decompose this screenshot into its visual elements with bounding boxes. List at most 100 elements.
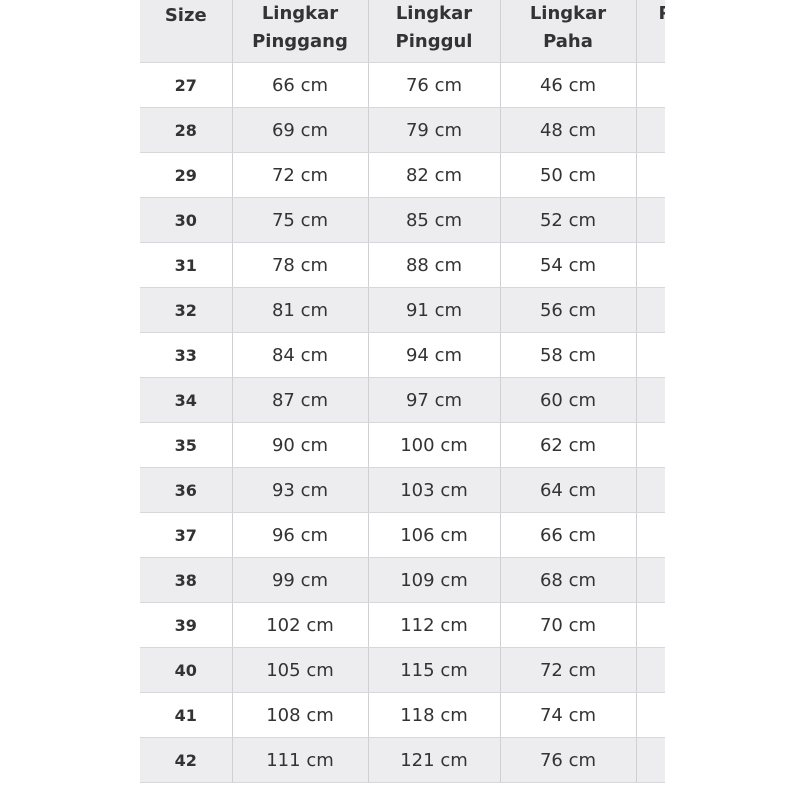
cell-pinggang: 93 cm <box>232 467 369 513</box>
header-lingkar-pinggul: Lingkar Pinggul <box>368 0 501 63</box>
cell-pinggang: 78 cm <box>232 242 369 288</box>
header-partial: P <box>636 0 665 63</box>
cell-pinggang: 69 cm <box>232 107 369 153</box>
cell-pinggul: 100 cm <box>368 422 501 468</box>
cell-partial <box>636 602 665 648</box>
cell-paha: 56 cm <box>500 287 637 333</box>
cell-pinggul: 94 cm <box>368 332 501 378</box>
size-chart-table: Size Lingkar Pinggang Lingkar Pinggul Lingkar… <box>140 0 665 783</box>
cell-pinggul: 115 cm <box>368 647 501 693</box>
cell-pinggul: 109 cm <box>368 557 501 603</box>
cell-partial <box>636 107 665 153</box>
header-lingkar-pinggang: Lingkar Pinggang <box>232 0 369 63</box>
cell-partial <box>636 377 665 423</box>
header-line2: Pinggang <box>252 31 348 52</box>
table-row: 36 93 cm 103 cm 64 cm <box>140 467 665 513</box>
cell-size: 38 <box>140 557 233 603</box>
header-lingkar-paha: Lingkar Paha <box>500 0 637 63</box>
cell-partial <box>636 512 665 558</box>
header-line1: Lingkar <box>261 3 339 24</box>
header-line1: Lingkar <box>529 3 607 24</box>
cell-paha: 54 cm <box>500 242 637 288</box>
cell-pinggul: 91 cm <box>368 287 501 333</box>
header-line2: Paha <box>543 31 593 52</box>
cell-pinggul: 88 cm <box>368 242 501 288</box>
cell-pinggang: 105 cm <box>232 647 369 693</box>
cell-size: 33 <box>140 332 233 378</box>
cell-pinggul: 76 cm <box>368 62 501 108</box>
table-row: 34 87 cm 97 cm 60 cm <box>140 377 665 423</box>
cell-partial <box>636 197 665 243</box>
header-size: Size <box>140 0 233 63</box>
cell-pinggang: 108 cm <box>232 692 369 738</box>
cell-pinggang: 90 cm <box>232 422 369 468</box>
cell-size: 40 <box>140 647 233 693</box>
table-row: 35 90 cm 100 cm 62 cm <box>140 422 665 468</box>
cell-partial <box>636 422 665 468</box>
header-line1: Lingkar <box>395 3 473 24</box>
cell-size: 30 <box>140 197 233 243</box>
cell-paha: 66 cm <box>500 512 637 558</box>
cell-size: 34 <box>140 377 233 423</box>
cell-pinggang: 81 cm <box>232 287 369 333</box>
cell-paha: 62 cm <box>500 422 637 468</box>
cell-pinggul: 79 cm <box>368 107 501 153</box>
cell-pinggang: 99 cm <box>232 557 369 603</box>
cell-size: 37 <box>140 512 233 558</box>
cell-pinggang: 84 cm <box>232 332 369 378</box>
table-row: 40 105 cm 115 cm 72 cm <box>140 647 665 693</box>
table-row: 30 75 cm 85 cm 52 cm <box>140 197 665 243</box>
header-row: Size Lingkar Pinggang Lingkar Pinggul Lingkar… <box>140 0 665 63</box>
cell-paha: 74 cm <box>500 692 637 738</box>
cell-partial <box>636 62 665 108</box>
cell-size: 42 <box>140 737 233 783</box>
cell-paha: 68 cm <box>500 557 637 603</box>
cell-partial <box>636 647 665 693</box>
table-row: 39 102 cm 112 cm 70 cm <box>140 602 665 648</box>
table-row: 38 99 cm 109 cm 68 cm <box>140 557 665 603</box>
cell-paha: 50 cm <box>500 152 637 198</box>
table-row: 32 81 cm 91 cm 56 cm <box>140 287 665 333</box>
table-row: 27 66 cm 76 cm 46 cm <box>140 62 665 108</box>
cell-pinggul: 97 cm <box>368 377 501 423</box>
cell-pinggul: 112 cm <box>368 602 501 648</box>
cell-pinggang: 72 cm <box>232 152 369 198</box>
cell-pinggang: 102 cm <box>232 602 369 648</box>
cell-partial <box>636 287 665 333</box>
table-row: 28 69 cm 79 cm 48 cm <box>140 107 665 153</box>
cell-pinggul: 118 cm <box>368 692 501 738</box>
cell-partial <box>636 242 665 288</box>
cell-pinggang: 87 cm <box>232 377 369 423</box>
header-line1: Size <box>164 5 207 26</box>
cell-paha: 76 cm <box>500 737 637 783</box>
table-row: 42 111 cm 121 cm 76 cm <box>140 737 665 783</box>
cell-pinggang: 66 cm <box>232 62 369 108</box>
cell-size: 29 <box>140 152 233 198</box>
cell-size: 32 <box>140 287 233 333</box>
cell-paha: 58 cm <box>500 332 637 378</box>
cell-paha: 52 cm <box>500 197 637 243</box>
cell-pinggul: 121 cm <box>368 737 501 783</box>
cell-partial <box>636 692 665 738</box>
cell-pinggul: 82 cm <box>368 152 501 198</box>
cell-size: 41 <box>140 692 233 738</box>
header-line1: P <box>659 0 666 28</box>
cell-size: 36 <box>140 467 233 513</box>
cell-pinggul: 85 cm <box>368 197 501 243</box>
cell-paha: 64 cm <box>500 467 637 513</box>
cell-partial <box>636 467 665 513</box>
cell-pinggang: 96 cm <box>232 512 369 558</box>
cell-partial <box>636 557 665 603</box>
cell-partial <box>636 332 665 378</box>
cell-size: 28 <box>140 107 233 153</box>
cell-paha: 48 cm <box>500 107 637 153</box>
table-row: 33 84 cm 94 cm 58 cm <box>140 332 665 378</box>
cell-paha: 72 cm <box>500 647 637 693</box>
cell-size: 31 <box>140 242 233 288</box>
cell-size: 39 <box>140 602 233 648</box>
cell-size: 27 <box>140 62 233 108</box>
table-row: 41 108 cm 118 cm 74 cm <box>140 692 665 738</box>
cell-pinggul: 106 cm <box>368 512 501 558</box>
cell-size: 35 <box>140 422 233 468</box>
table-row: 31 78 cm 88 cm 54 cm <box>140 242 665 288</box>
